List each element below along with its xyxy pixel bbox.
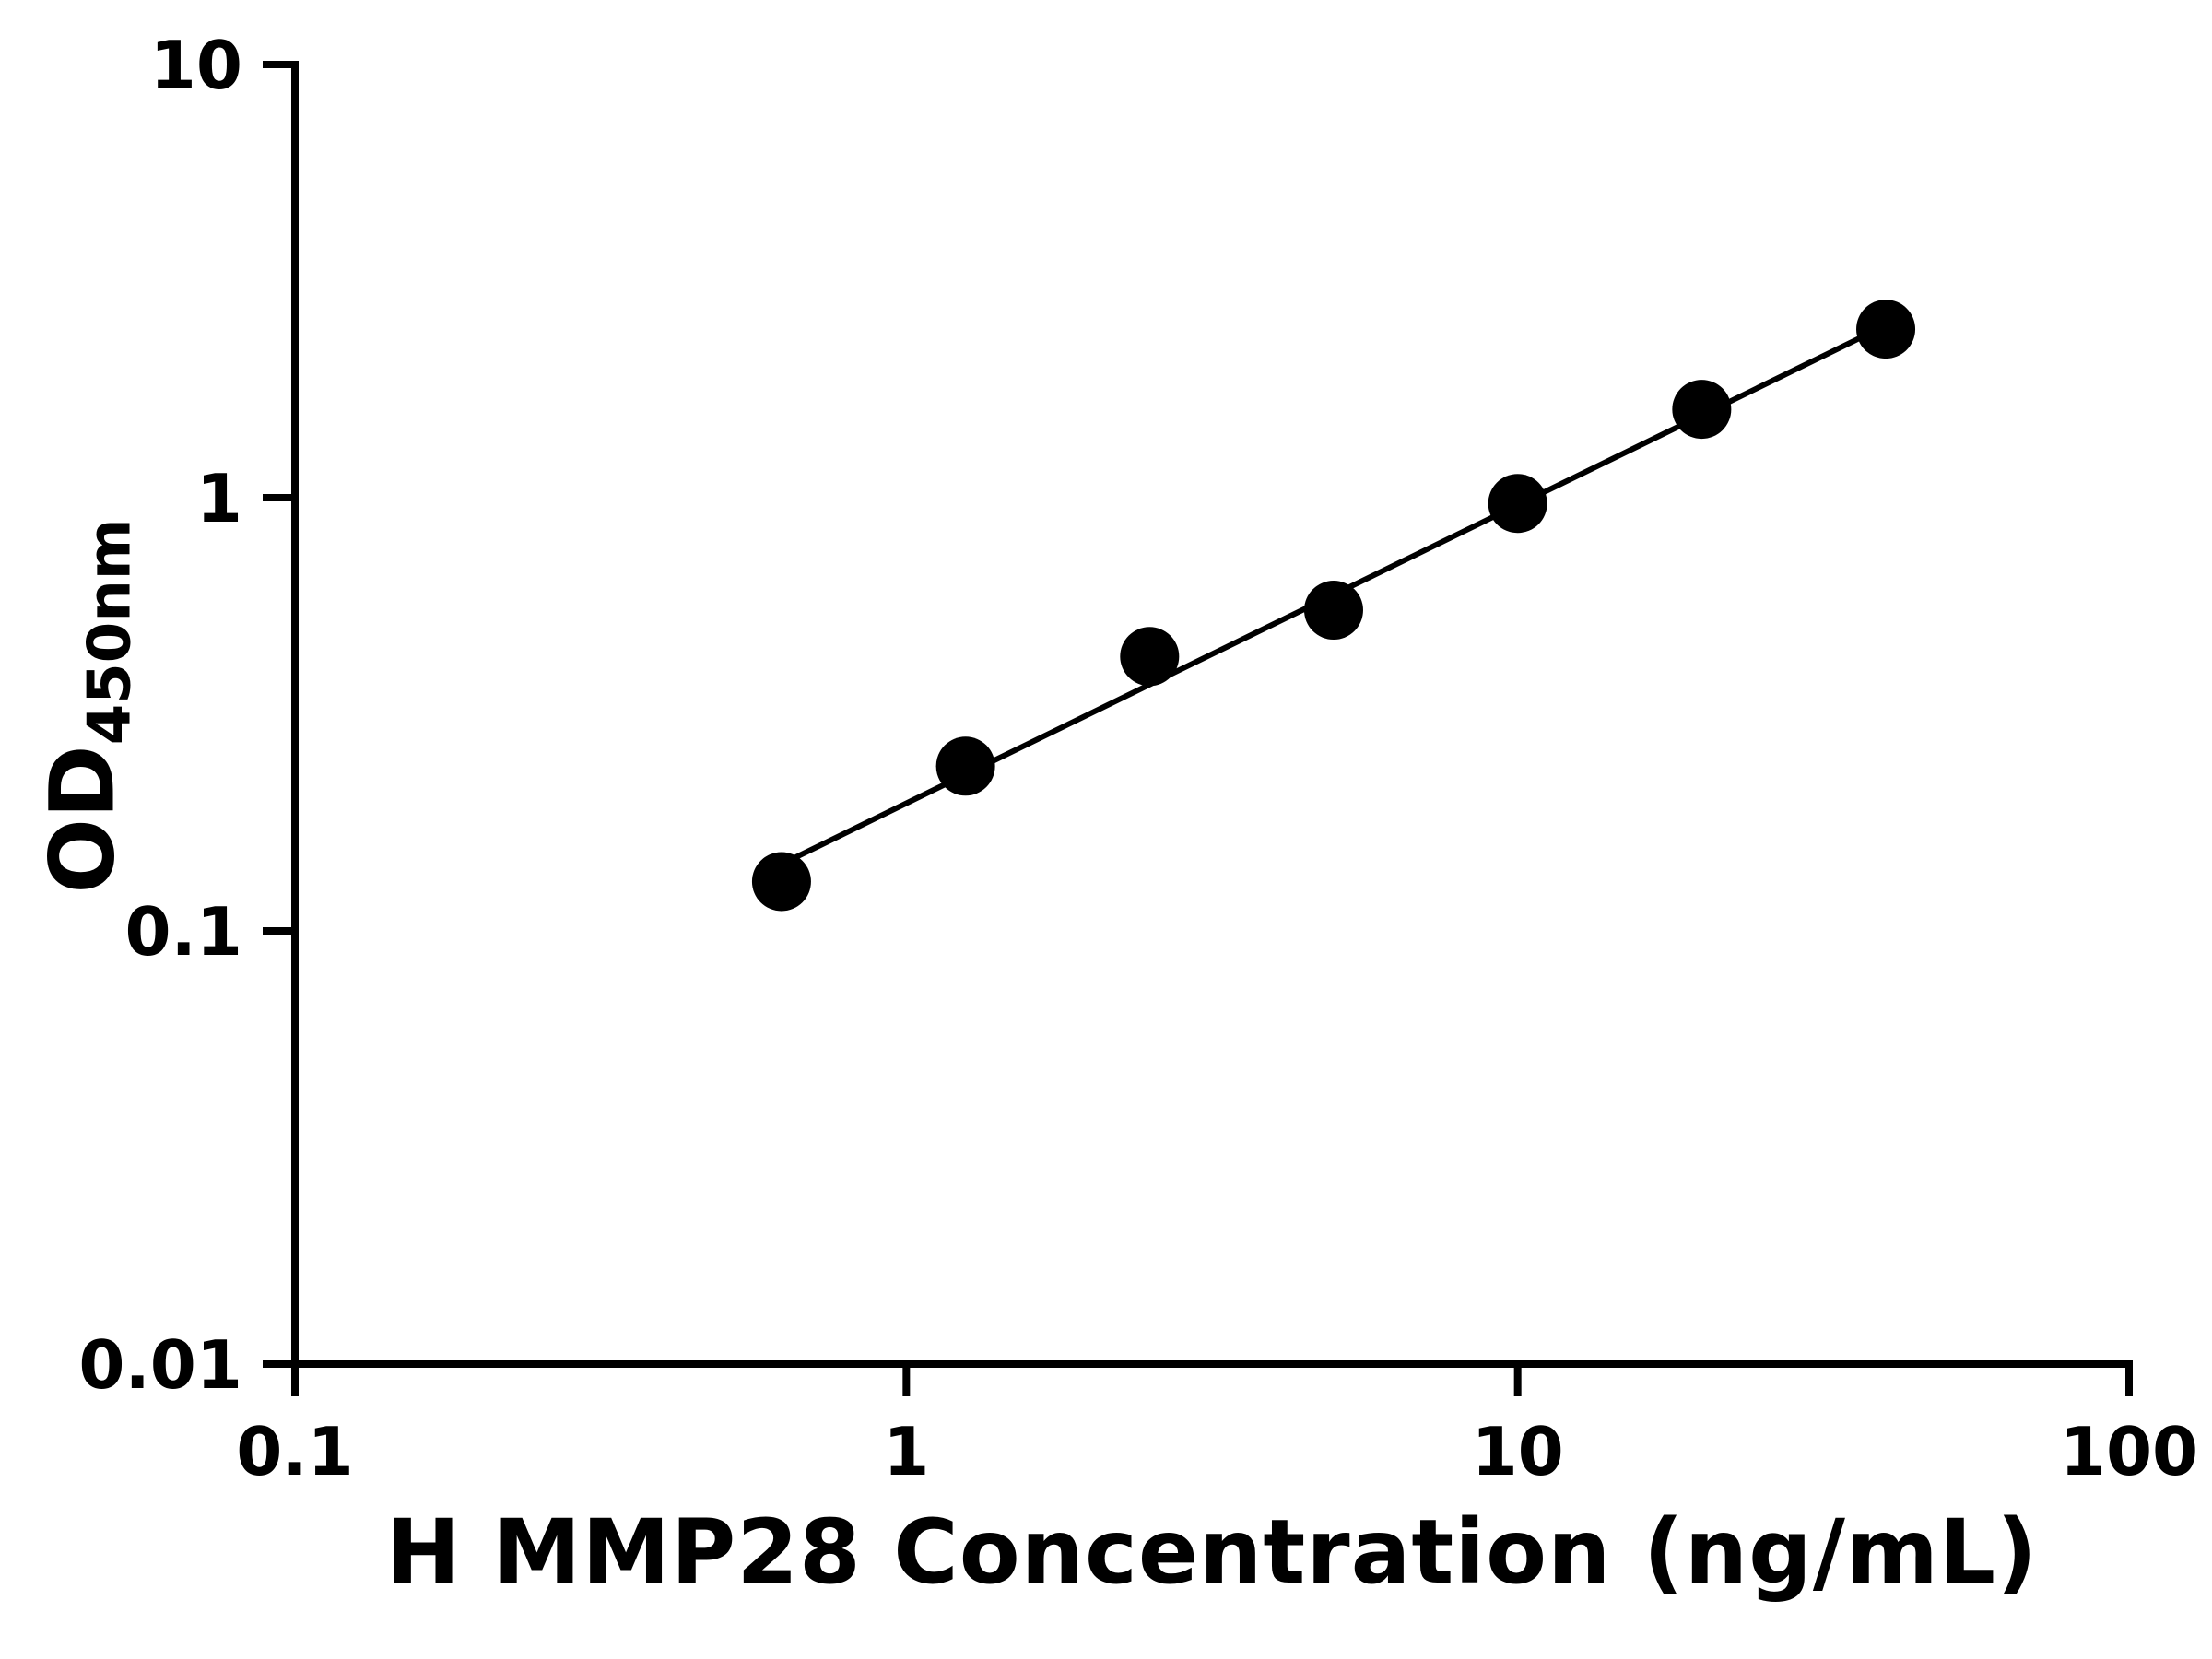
y-tick-label: 0.01 [78,1326,242,1404]
y-tick-label: 0.1 [124,893,242,971]
x-axis-label-text: H MMP28 Concentration (ng/mL) [386,1500,2038,1604]
data-point [1120,627,1180,687]
x-tick-label: 10 [1472,1413,1564,1490]
x-axis-label: H MMP28 Concentration (ng/mL) [295,1500,2129,1604]
y-tick-label: 10 [150,27,242,104]
y-axis-label: OD450nm [31,518,145,893]
data-point [1488,474,1547,534]
data-point [751,852,811,912]
data-point [935,736,995,796]
x-tick-label: 1 [883,1413,929,1490]
y-tick-label: 1 [196,460,242,537]
x-tick-label: 0.1 [236,1413,354,1490]
data-point [1856,300,1916,359]
x-tick-label: 100 [2060,1413,2198,1490]
y-axis-label-main: OD [30,745,135,894]
data-point [1672,380,1732,440]
y-axis-label-sub: 450nm [76,518,145,746]
data-point [1303,581,1363,641]
